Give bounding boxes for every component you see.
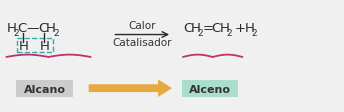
Text: H: H	[244, 21, 254, 34]
Text: H: H	[46, 21, 56, 34]
Text: 2: 2	[198, 28, 203, 37]
Text: H: H	[40, 40, 50, 53]
Text: C: C	[212, 21, 221, 34]
Text: Alcano: Alcano	[23, 84, 66, 94]
Text: H: H	[6, 21, 16, 34]
Text: H: H	[191, 21, 201, 34]
FancyBboxPatch shape	[16, 81, 73, 97]
Text: —: —	[26, 21, 39, 34]
Text: 2: 2	[251, 28, 257, 37]
Text: H: H	[19, 40, 29, 53]
Polygon shape	[89, 80, 172, 97]
Text: 2: 2	[13, 28, 19, 37]
Text: C: C	[183, 21, 192, 34]
Text: H: H	[219, 21, 229, 34]
Text: Catalisador: Catalisador	[112, 38, 172, 48]
Text: Alceno: Alceno	[189, 84, 231, 94]
Text: 2: 2	[53, 28, 58, 37]
Text: C: C	[17, 21, 26, 34]
Text: +: +	[235, 21, 246, 34]
Text: 2: 2	[227, 28, 232, 37]
Text: =: =	[203, 21, 214, 34]
FancyBboxPatch shape	[182, 81, 238, 97]
Text: Calor: Calor	[129, 20, 156, 30]
Text: C: C	[38, 21, 47, 34]
